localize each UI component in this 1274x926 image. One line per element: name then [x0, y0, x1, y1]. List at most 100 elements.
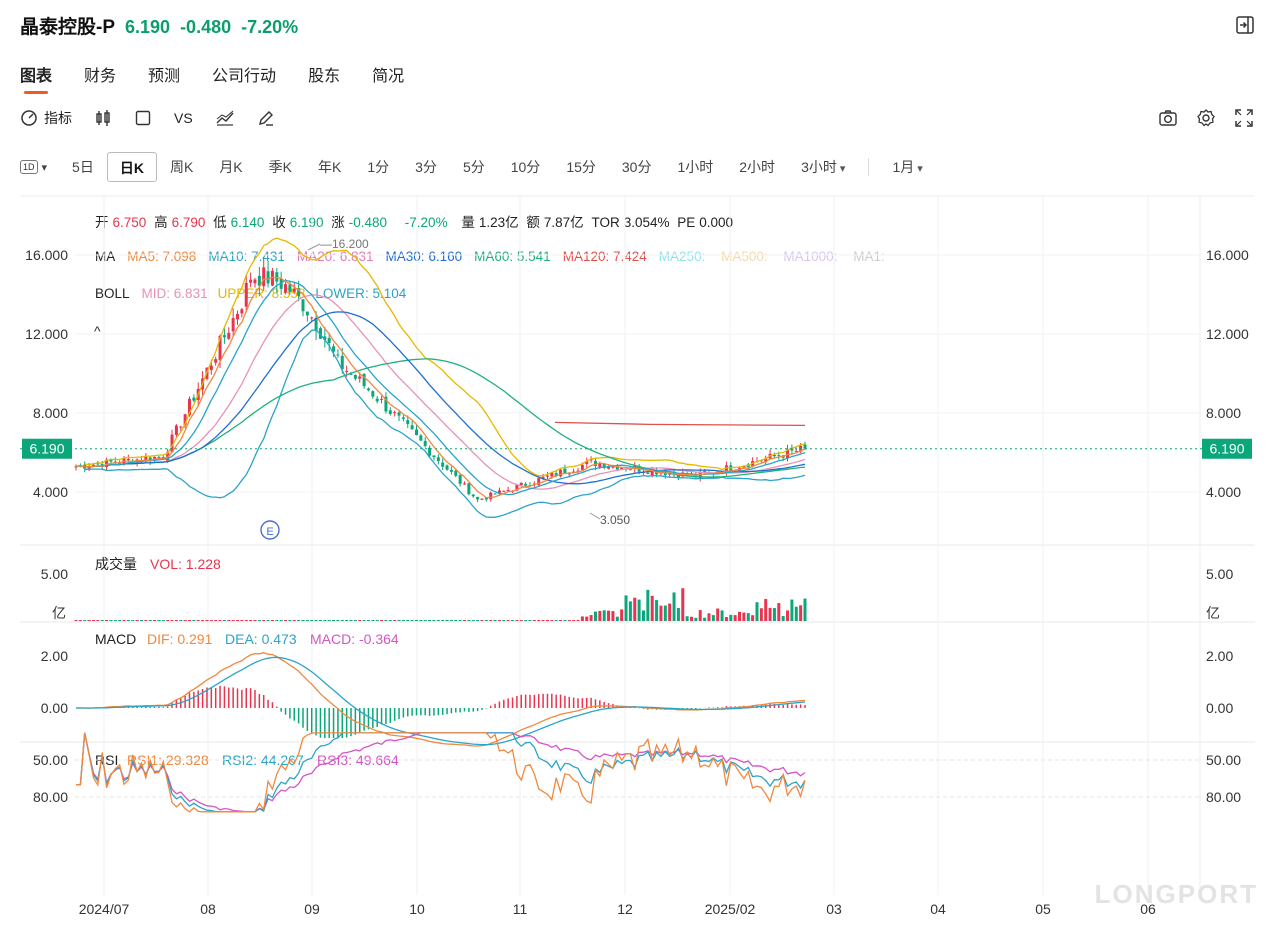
volume-bar: [694, 617, 698, 621]
price-tick-left: 16.000: [25, 247, 68, 263]
volume-label: 量: [461, 215, 475, 230]
period-10[interactable]: 15分: [566, 159, 596, 175]
volume-bar: [681, 588, 685, 621]
period-13[interactable]: 2小时: [739, 159, 776, 175]
volume-bar: [222, 620, 226, 621]
volume-bar: [567, 620, 571, 621]
layout-button[interactable]: [134, 106, 152, 130]
stock-change: -0.480: [180, 17, 232, 37]
period-7[interactable]: 3分: [415, 159, 437, 175]
candle-body: [489, 492, 493, 500]
draw-button[interactable]: [257, 106, 275, 130]
period-1[interactable]: 日K: [106, 152, 157, 182]
volume-bar: [497, 620, 501, 621]
volume-value: 1.23亿: [478, 215, 519, 230]
period-2[interactable]: 周K: [169, 159, 194, 175]
volume-bar: [87, 620, 91, 621]
event-icon[interactable]: [260, 520, 280, 540]
volume-bar: [633, 597, 637, 621]
period-6[interactable]: 1分: [367, 159, 390, 175]
candle-body: [170, 434, 174, 453]
indicator-button[interactable]: 指标: [20, 106, 72, 130]
candle-body: [519, 482, 523, 486]
candle-body: [144, 456, 148, 462]
tab-2[interactable]: 预测: [148, 68, 181, 85]
period-5[interactable]: 年K: [318, 159, 342, 175]
range-select[interactable]: 1月: [879, 152, 935, 182]
volume-bar: [532, 620, 536, 621]
candle-body: [724, 465, 728, 474]
candle-body: [174, 425, 178, 436]
square-icon: [135, 110, 151, 126]
volume-bar: [336, 620, 340, 621]
volume-bar: [244, 620, 248, 621]
period-4[interactable]: 季K: [268, 159, 292, 175]
volume-bars[interactable]: [74, 588, 807, 621]
volume-bar: [401, 620, 405, 621]
tab-3[interactable]: 公司行动: [212, 68, 277, 85]
volume-bar: [458, 620, 462, 621]
colon: :: [509, 249, 517, 264]
colon: :: [880, 249, 885, 264]
volume-bar: [371, 620, 375, 621]
candle-body: [480, 498, 484, 500]
amount-value: 7.87亿: [543, 215, 584, 230]
dea-line: [76, 656, 806, 746]
candle-body: [698, 471, 702, 479]
period-3[interactable]: 月K: [219, 159, 243, 175]
compare-button[interactable]: VS: [174, 106, 193, 130]
camera-icon[interactable]: [1158, 108, 1178, 128]
period-0[interactable]: 5日: [72, 159, 94, 175]
exit-icon[interactable]: [1236, 16, 1254, 34]
x-axis-label: 2025/02: [705, 901, 756, 917]
period-14[interactable]: 3小时: [788, 152, 858, 182]
volume-bar: [109, 620, 113, 621]
ma-line: MA MA5: 7.098 MA10: 7.431 MA20: 6.831 MA30: …: [95, 249, 897, 264]
volume-bar: [489, 620, 493, 621]
trend-button[interactable]: [215, 106, 235, 130]
ma-name: MA5: [127, 249, 156, 264]
candle-body: [109, 458, 113, 462]
volume-bar: [711, 615, 715, 621]
volume-bar: [768, 607, 772, 621]
close-label: 收: [272, 215, 286, 230]
candle-body: [244, 282, 248, 307]
candle-body: [87, 467, 91, 469]
gear-icon[interactable]: [1196, 108, 1216, 128]
period-12[interactable]: 1小时: [677, 159, 714, 175]
volume-bar: [502, 620, 506, 621]
time-flag-button[interactable]: 1D ▾: [20, 160, 47, 174]
open-value: 6.750: [112, 215, 147, 230]
volume-bar: [91, 620, 95, 621]
x-axis-label: 2024/07: [79, 901, 130, 917]
volume-bar: [777, 603, 781, 621]
volume-bar: [327, 620, 331, 621]
ma-item-4: MA60: 5.541: [474, 249, 551, 264]
period-8[interactable]: 5分: [462, 159, 485, 175]
candle-body: [292, 288, 296, 292]
candle-body: [502, 490, 506, 492]
period-9[interactable]: 10分: [510, 159, 541, 175]
volume-bar: [192, 620, 196, 621]
volume-bar: [545, 620, 549, 621]
volume-bar: [144, 620, 148, 621]
boll-name: LOWER: [315, 286, 365, 301]
tab-4[interactable]: 股东: [308, 68, 341, 85]
volume-bar: [253, 620, 257, 621]
period-11[interactable]: 30分: [621, 159, 652, 175]
tab-1[interactable]: 财务: [84, 68, 117, 85]
ma120-line: [554, 421, 806, 427]
candle-body: [497, 490, 501, 494]
kline-chart[interactable]: 16.000 16.000 12.000 12.000 8.000 8.000 4.000 4…: [0, 190, 1274, 926]
candle-type-button[interactable]: [94, 106, 112, 130]
candle-body: [393, 412, 397, 414]
fullscreen-icon[interactable]: [1234, 108, 1254, 128]
tab-0[interactable]: 图表: [20, 62, 52, 94]
low-mark: 3.050: [600, 513, 630, 527]
x-axis-label: 08: [200, 901, 216, 917]
tab-5[interactable]: 简况: [372, 68, 405, 85]
amount-label: 额: [526, 215, 540, 230]
collapse-caret-icon[interactable]: ^: [94, 323, 101, 339]
candle-body: [445, 465, 449, 470]
volume-bar: [707, 613, 711, 621]
